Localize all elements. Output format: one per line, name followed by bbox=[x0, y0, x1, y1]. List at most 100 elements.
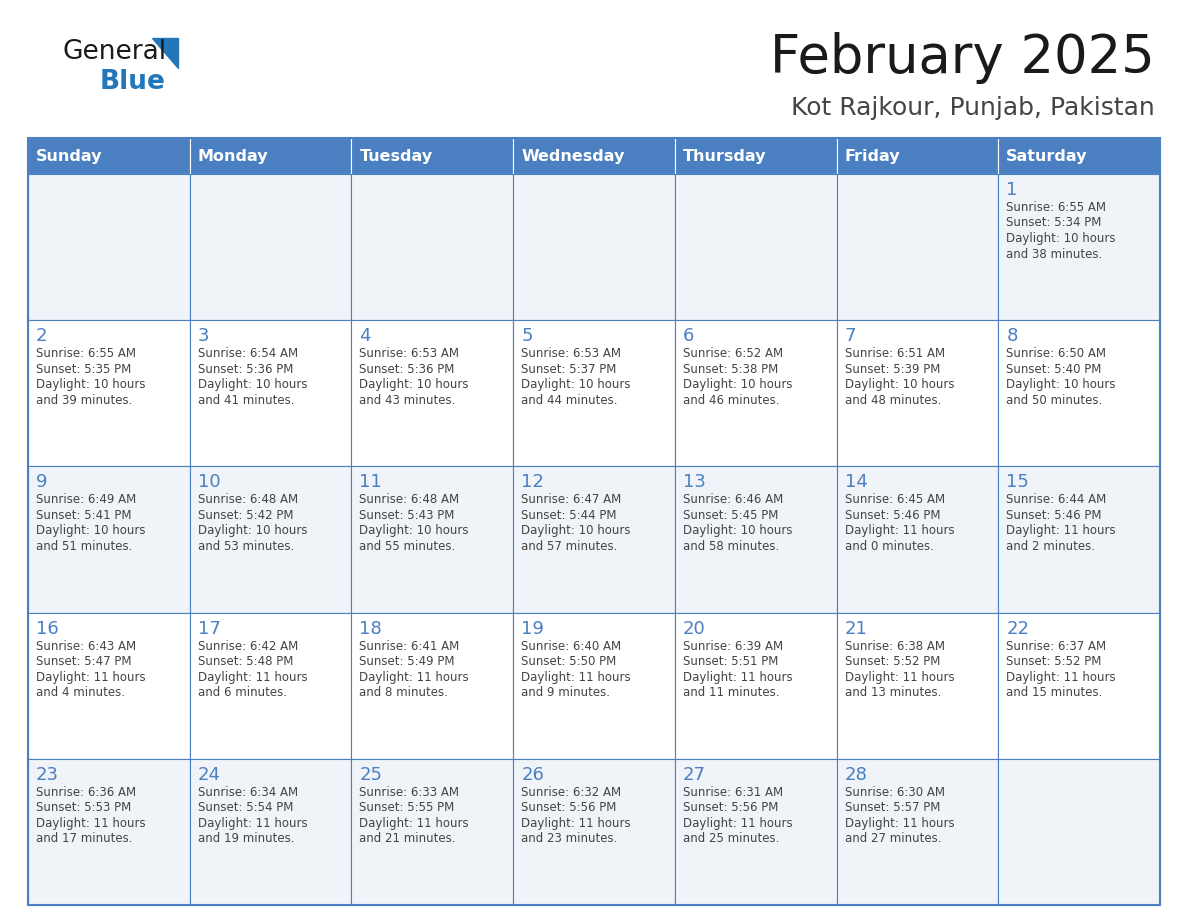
Text: Daylight: 10 hours: Daylight: 10 hours bbox=[522, 378, 631, 391]
Text: Sunset: 5:37 PM: Sunset: 5:37 PM bbox=[522, 363, 617, 375]
Text: Sunset: 5:57 PM: Sunset: 5:57 PM bbox=[845, 801, 940, 814]
Text: 26: 26 bbox=[522, 766, 544, 784]
Text: and 0 minutes.: and 0 minutes. bbox=[845, 540, 934, 553]
Text: Daylight: 10 hours: Daylight: 10 hours bbox=[1006, 378, 1116, 391]
Text: and 13 minutes.: and 13 minutes. bbox=[845, 686, 941, 700]
Bar bbox=[836, 138, 998, 174]
Text: Daylight: 10 hours: Daylight: 10 hours bbox=[683, 524, 792, 537]
Text: 2: 2 bbox=[36, 327, 48, 345]
Text: General: General bbox=[62, 39, 166, 65]
Bar bbox=[190, 466, 352, 612]
Text: Sunset: 5:46 PM: Sunset: 5:46 PM bbox=[1006, 509, 1101, 522]
Text: 21: 21 bbox=[845, 620, 867, 638]
Text: Sunset: 5:49 PM: Sunset: 5:49 PM bbox=[360, 655, 455, 668]
Bar bbox=[352, 612, 513, 759]
Text: Sunset: 5:54 PM: Sunset: 5:54 PM bbox=[197, 801, 293, 814]
Text: Sunday: Sunday bbox=[36, 149, 102, 163]
Text: Daylight: 10 hours: Daylight: 10 hours bbox=[1006, 232, 1116, 245]
Text: Sunrise: 6:41 AM: Sunrise: 6:41 AM bbox=[360, 640, 460, 653]
Text: 8: 8 bbox=[1006, 327, 1018, 345]
Text: Sunrise: 6:49 AM: Sunrise: 6:49 AM bbox=[36, 493, 137, 507]
Text: Daylight: 11 hours: Daylight: 11 hours bbox=[197, 817, 308, 830]
Text: Daylight: 11 hours: Daylight: 11 hours bbox=[522, 671, 631, 684]
Text: Sunset: 5:55 PM: Sunset: 5:55 PM bbox=[360, 801, 455, 814]
Text: Sunset: 5:40 PM: Sunset: 5:40 PM bbox=[1006, 363, 1101, 375]
Text: Friday: Friday bbox=[845, 149, 901, 163]
Text: and 15 minutes.: and 15 minutes. bbox=[1006, 686, 1102, 700]
Text: Sunrise: 6:40 AM: Sunrise: 6:40 AM bbox=[522, 640, 621, 653]
Text: 10: 10 bbox=[197, 474, 220, 491]
Text: Sunset: 5:36 PM: Sunset: 5:36 PM bbox=[360, 363, 455, 375]
Text: Sunrise: 6:55 AM: Sunrise: 6:55 AM bbox=[1006, 201, 1106, 214]
Bar bbox=[998, 320, 1159, 466]
Bar bbox=[352, 759, 513, 905]
Text: 3: 3 bbox=[197, 327, 209, 345]
Text: Sunrise: 6:37 AM: Sunrise: 6:37 AM bbox=[1006, 640, 1106, 653]
Text: Sunset: 5:43 PM: Sunset: 5:43 PM bbox=[360, 509, 455, 522]
Text: Sunset: 5:42 PM: Sunset: 5:42 PM bbox=[197, 509, 293, 522]
Text: Daylight: 11 hours: Daylight: 11 hours bbox=[683, 817, 792, 830]
Bar bbox=[675, 174, 836, 320]
Text: and 25 minutes.: and 25 minutes. bbox=[683, 833, 779, 845]
Text: Sunrise: 6:42 AM: Sunrise: 6:42 AM bbox=[197, 640, 298, 653]
Text: Sunrise: 6:54 AM: Sunrise: 6:54 AM bbox=[197, 347, 298, 360]
Bar bbox=[190, 138, 352, 174]
Bar bbox=[836, 612, 998, 759]
Bar bbox=[675, 138, 836, 174]
Text: Sunrise: 6:55 AM: Sunrise: 6:55 AM bbox=[36, 347, 135, 360]
Text: 14: 14 bbox=[845, 474, 867, 491]
Text: Sunset: 5:39 PM: Sunset: 5:39 PM bbox=[845, 363, 940, 375]
Text: Sunrise: 6:30 AM: Sunrise: 6:30 AM bbox=[845, 786, 944, 799]
Text: Sunrise: 6:33 AM: Sunrise: 6:33 AM bbox=[360, 786, 460, 799]
Text: 22: 22 bbox=[1006, 620, 1029, 638]
Bar bbox=[836, 320, 998, 466]
Text: 13: 13 bbox=[683, 474, 706, 491]
Text: Sunrise: 6:38 AM: Sunrise: 6:38 AM bbox=[845, 640, 944, 653]
Text: Sunset: 5:46 PM: Sunset: 5:46 PM bbox=[845, 509, 940, 522]
Text: 18: 18 bbox=[360, 620, 383, 638]
Text: and 6 minutes.: and 6 minutes. bbox=[197, 686, 286, 700]
Text: Sunrise: 6:44 AM: Sunrise: 6:44 AM bbox=[1006, 493, 1106, 507]
Text: Daylight: 10 hours: Daylight: 10 hours bbox=[360, 378, 469, 391]
Text: Sunrise: 6:51 AM: Sunrise: 6:51 AM bbox=[845, 347, 944, 360]
Text: Daylight: 10 hours: Daylight: 10 hours bbox=[683, 378, 792, 391]
Bar bbox=[998, 612, 1159, 759]
Bar bbox=[29, 174, 190, 320]
Bar bbox=[675, 612, 836, 759]
Text: and 38 minutes.: and 38 minutes. bbox=[1006, 248, 1102, 261]
Text: Sunrise: 6:45 AM: Sunrise: 6:45 AM bbox=[845, 493, 944, 507]
Text: Sunrise: 6:52 AM: Sunrise: 6:52 AM bbox=[683, 347, 783, 360]
Text: Sunrise: 6:50 AM: Sunrise: 6:50 AM bbox=[1006, 347, 1106, 360]
Text: 23: 23 bbox=[36, 766, 59, 784]
Bar bbox=[998, 138, 1159, 174]
Text: Sunset: 5:50 PM: Sunset: 5:50 PM bbox=[522, 655, 617, 668]
Text: and 19 minutes.: and 19 minutes. bbox=[197, 833, 295, 845]
Text: Sunset: 5:35 PM: Sunset: 5:35 PM bbox=[36, 363, 131, 375]
Text: 1: 1 bbox=[1006, 181, 1018, 199]
Bar bbox=[513, 466, 675, 612]
Text: Sunset: 5:41 PM: Sunset: 5:41 PM bbox=[36, 509, 132, 522]
Text: 6: 6 bbox=[683, 327, 694, 345]
Bar bbox=[190, 759, 352, 905]
Text: 4: 4 bbox=[360, 327, 371, 345]
Text: Daylight: 11 hours: Daylight: 11 hours bbox=[36, 817, 146, 830]
Bar bbox=[513, 174, 675, 320]
Text: 9: 9 bbox=[36, 474, 48, 491]
Bar bbox=[29, 759, 190, 905]
Bar bbox=[352, 466, 513, 612]
Text: Sunrise: 6:36 AM: Sunrise: 6:36 AM bbox=[36, 786, 137, 799]
Text: Daylight: 11 hours: Daylight: 11 hours bbox=[845, 817, 954, 830]
Text: 20: 20 bbox=[683, 620, 706, 638]
Text: Sunset: 5:53 PM: Sunset: 5:53 PM bbox=[36, 801, 131, 814]
Text: 7: 7 bbox=[845, 327, 857, 345]
Text: and 46 minutes.: and 46 minutes. bbox=[683, 394, 779, 407]
Text: Sunset: 5:36 PM: Sunset: 5:36 PM bbox=[197, 363, 293, 375]
Text: Sunset: 5:56 PM: Sunset: 5:56 PM bbox=[683, 801, 778, 814]
Text: Sunrise: 6:48 AM: Sunrise: 6:48 AM bbox=[360, 493, 460, 507]
Text: and 27 minutes.: and 27 minutes. bbox=[845, 833, 941, 845]
Bar bbox=[675, 759, 836, 905]
Text: Sunrise: 6:32 AM: Sunrise: 6:32 AM bbox=[522, 786, 621, 799]
Text: and 4 minutes.: and 4 minutes. bbox=[36, 686, 125, 700]
Text: Daylight: 10 hours: Daylight: 10 hours bbox=[360, 524, 469, 537]
Text: Saturday: Saturday bbox=[1006, 149, 1088, 163]
